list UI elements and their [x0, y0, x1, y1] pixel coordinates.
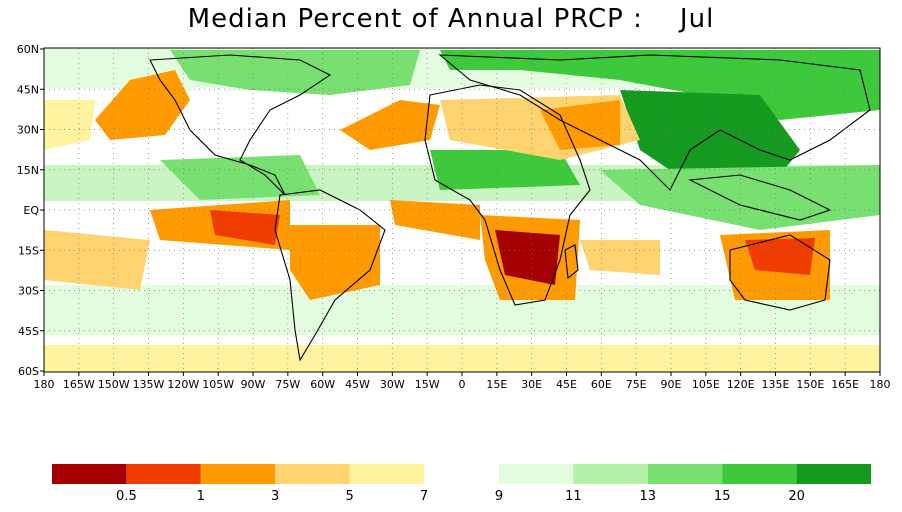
- field-e-pacific-core: [210, 210, 280, 245]
- legend-label: 5: [345, 489, 353, 504]
- lon-tick-label: 60W: [310, 378, 335, 391]
- lon-tick-label: 180: [870, 378, 891, 391]
- lat-tick-label: EQ: [23, 204, 39, 217]
- lat-tick-label: 45S: [18, 325, 39, 338]
- field-n-atlantic-dry: [340, 100, 440, 150]
- legend-swatch: [499, 464, 574, 484]
- legend-label: 9: [495, 489, 503, 504]
- coast-africa: [424, 84, 591, 306]
- lon-tick-label: 30E: [521, 378, 542, 391]
- coast-australia: [729, 234, 831, 311]
- lon-tick-label: 60E: [591, 378, 612, 391]
- field-s-atlantic-dry: [390, 200, 480, 240]
- field-s-africa-core: [495, 230, 560, 285]
- lat-tick-label: 30N: [17, 124, 39, 137]
- lon-tick-label: 105W: [202, 378, 234, 391]
- map-title: Median Percent of Annual PRCP : Jul: [187, 4, 715, 34]
- lat-tick-label: 60N: [17, 43, 39, 56]
- lat-tick-label: 30S: [18, 285, 39, 298]
- lon-tick-label: 120W: [167, 378, 199, 391]
- lon-axis: 180 165W 150W 135W 120W 105W 90W 75W 60W 45W 30W 15…: [34, 372, 891, 391]
- legend-dry-scale: 0.5 1 3 5 7: [52, 464, 428, 504]
- lon-tick-label: 90W: [241, 378, 266, 391]
- legend-swatch: [796, 464, 871, 484]
- lon-tick-label: 135W: [133, 378, 165, 391]
- legend-swatch: [200, 464, 276, 484]
- coast-eurasia: [438, 54, 871, 191]
- lon-tick-label: 0: [459, 378, 466, 391]
- lon-tick-label: 45W: [345, 378, 370, 391]
- lat-tick-label: 60S: [18, 365, 39, 378]
- legend-label: 0.5: [116, 489, 137, 504]
- lon-tick-label: 165E: [831, 378, 859, 391]
- legend-swatch: [52, 464, 127, 484]
- coast-madagascar: [564, 244, 579, 280]
- legend-label: 15: [714, 489, 731, 504]
- legend-swatch: [349, 464, 424, 484]
- lon-tick-label: 165W: [63, 378, 95, 391]
- legend-label: 20: [788, 489, 805, 504]
- field-middle-east-dry: [540, 100, 620, 150]
- field-s-pacific-dry: [44, 230, 150, 290]
- legend-label: 11: [565, 489, 582, 504]
- lat-tick-label: 45N: [17, 83, 39, 96]
- coastlines: [149, 54, 871, 362]
- lon-tick-label: 30W: [380, 378, 405, 391]
- field-australia-core: [745, 238, 815, 275]
- legend-swatch: [573, 464, 648, 484]
- field-s-indian-dry: [580, 240, 660, 275]
- lon-tick-label: 15E: [486, 378, 507, 391]
- color-legend: 0.5 1 3 5 7 9 11 13 15 20: [52, 464, 871, 504]
- lon-tick-label: 105E: [692, 378, 720, 391]
- lon-tick-label: 75W: [275, 378, 300, 391]
- legend-label: 3: [271, 489, 279, 504]
- legend-wet-scale: 9 11 13 15 20: [495, 464, 871, 504]
- lon-tick-label: 120E: [727, 378, 755, 391]
- lat-tick-label: 15N: [17, 164, 39, 177]
- lon-tick-label: 15W: [415, 378, 440, 391]
- field-sahel-wet: [430, 150, 580, 190]
- graticule: [44, 48, 880, 372]
- coast-indonesia: [688, 174, 832, 221]
- lon-tick-label: 45E: [556, 378, 577, 391]
- lon-tick-label: 150W: [98, 378, 130, 391]
- field-dateline-n-dry: [44, 100, 95, 150]
- lon-tick-label: 135E: [762, 378, 790, 391]
- lon-tick-label: 75E: [626, 378, 647, 391]
- field-central-america-wet: [160, 155, 320, 200]
- lat-tick-label: 15S: [18, 244, 39, 257]
- lat-axis: 60N 45N 30N 15N EQ 15S 30S 45S 60S: [17, 43, 44, 378]
- lon-tick-label: 150E: [796, 378, 824, 391]
- legend-swatch: [275, 464, 350, 484]
- coast-south-america: [274, 189, 386, 362]
- legend-swatch: [647, 464, 723, 484]
- coast-north-america: [149, 54, 332, 196]
- lon-tick-label: 180: [34, 378, 55, 391]
- legend-label: 13: [640, 489, 657, 504]
- legend-label: 1: [197, 489, 205, 504]
- field-eurasia-wet: [440, 50, 880, 120]
- legend-label: 7: [420, 489, 428, 504]
- legend-swatch: [126, 464, 201, 484]
- legend-swatch: [722, 464, 797, 484]
- lon-tick-label: 90E: [661, 378, 682, 391]
